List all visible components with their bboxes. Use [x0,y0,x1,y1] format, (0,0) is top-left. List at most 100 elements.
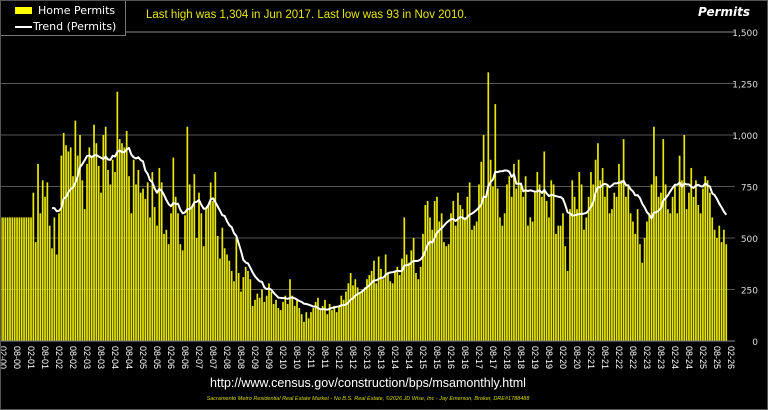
bar [396,266,399,341]
bar [137,170,140,341]
bar [447,244,450,341]
bar [508,176,511,341]
x-tick-label: 08-05 [152,346,162,369]
bar [377,256,380,341]
bar [104,126,107,341]
bar [426,200,429,341]
y-tick-label: 500 [741,235,758,245]
bar [382,279,385,341]
bar [592,184,595,341]
bar [608,213,611,341]
y-tick-label: 750 [741,184,758,194]
bar [223,248,226,341]
x-tick-label: 02-23 [642,346,652,369]
bar [230,270,233,341]
bar [254,299,256,341]
bar [529,217,532,341]
bar [496,188,499,341]
x-tick-label: 02-01 [26,346,36,369]
bar [405,254,408,341]
bar [615,196,618,341]
bar [242,277,245,341]
bar [181,250,184,341]
bar [685,209,688,341]
bar [100,192,102,341]
bar [482,135,485,341]
bar [692,196,695,341]
bar [153,207,156,341]
bar [620,180,623,341]
bar [695,180,697,341]
bar [534,192,536,341]
bar [422,233,424,341]
legend-item-home-permits: Home Permits [15,4,115,17]
bar [158,167,161,341]
bar [403,217,406,341]
bar [130,213,133,341]
bar [107,170,109,341]
x-tick-label: 08-16 [460,346,470,369]
bar [170,213,172,341]
bar [545,200,548,341]
x-tick-label: 02-12 [334,346,344,369]
x-tick-label: 08-07 [208,346,218,369]
source-url[interactable]: http://www.census.gov/construction/bps/m… [210,376,526,390]
bar [291,295,294,341]
bar [310,312,312,341]
bar [90,155,93,341]
bar [384,254,387,341]
bar [690,167,693,341]
legend-item-trend: Trend (Permits) [15,20,116,33]
bar [312,308,315,341]
bar [16,217,18,341]
bar [34,242,37,341]
bar [676,213,679,341]
bar [634,233,637,341]
bar [205,209,207,341]
legend-label: Home Permits [38,4,116,17]
bar [629,213,632,341]
x-tick-label: 02-03 [82,346,92,369]
bar [298,308,301,341]
y-tick-label: 0 [752,338,758,348]
bar [587,196,590,341]
bar [359,293,361,341]
bar [613,192,616,341]
bar [303,321,305,341]
bar [424,205,427,341]
bar [513,163,515,341]
bar [277,308,280,341]
bar [193,174,196,341]
bar [37,163,39,341]
bar [471,229,473,341]
x-tick-label: 02-04 [110,346,120,369]
x-tick-label: 08-04 [124,346,134,369]
bar [4,217,7,341]
x-tick-label: 08-19 [544,346,554,369]
bar [305,312,308,341]
bar [494,104,497,341]
bar [669,213,672,341]
trend-line [52,147,728,311]
x-tick-label: 08-17 [488,346,498,369]
bar [149,217,151,341]
bar [622,139,625,341]
bar [517,159,520,341]
bar [599,180,602,341]
bar [256,293,259,341]
bar [356,287,359,341]
bar [209,182,212,341]
bar [578,172,581,341]
bar [522,196,525,341]
x-tick-label: 08-23 [656,346,666,369]
bar [60,155,63,341]
bar [123,147,126,341]
bar [81,180,84,341]
bar [20,217,23,341]
bar [706,180,709,341]
bar [697,205,700,341]
bar [202,246,205,341]
bar [186,126,189,341]
chart-title: Permits [697,5,750,19]
bar [249,279,252,341]
